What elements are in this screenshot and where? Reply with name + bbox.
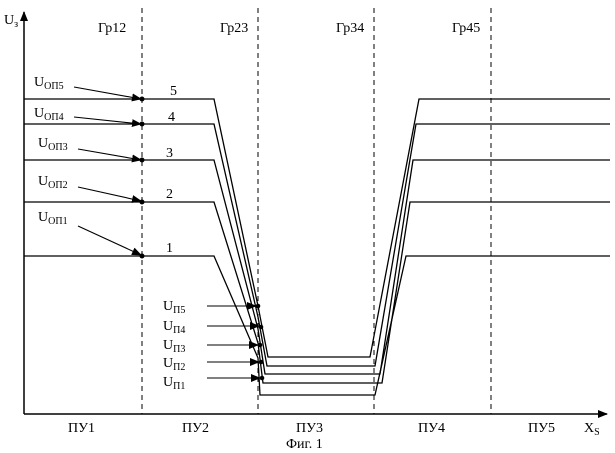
reference-label-5: UОП5 — [34, 75, 64, 92]
reference-point-4 — [140, 122, 145, 127]
curve-number-5: 5 — [170, 84, 177, 99]
zone-label-1: ПУ1 — [68, 421, 95, 436]
crossing-arrows — [207, 306, 260, 378]
crossing-label-4: UП4 — [163, 319, 185, 336]
curve-number-3: 3 — [166, 146, 173, 161]
crossing-point-4 — [259, 325, 264, 330]
boundary-lines — [142, 8, 491, 414]
curve-number-4: 4 — [168, 110, 175, 125]
boundary-label-23: Гр23 — [220, 21, 248, 36]
figure-caption: Фиг. 1 — [286, 437, 323, 452]
boundary-label-12: Гр12 — [98, 21, 126, 36]
reference-arrow-4 — [74, 117, 141, 124]
zone-label-4: ПУ4 — [418, 421, 445, 436]
crossing-label-1: UП1 — [163, 375, 185, 392]
reference-point-3 — [140, 158, 145, 163]
boundary-label-34: Гр34 — [336, 21, 364, 36]
reference-point-5 — [140, 97, 145, 102]
crossing-point-2 — [259, 360, 264, 365]
curves — [24, 99, 610, 395]
reference-arrow-1 — [78, 226, 141, 255]
boundary-label-45: Гр45 — [452, 21, 480, 36]
crossing-point-1 — [260, 376, 265, 381]
reference-point-1 — [140, 254, 145, 259]
curve-3 — [24, 160, 610, 374]
y-axis-label: Uз — [4, 13, 18, 30]
crossing-point-5 — [256, 304, 261, 309]
curve-number-2: 2 — [166, 187, 173, 202]
reference-label-4: UОП4 — [34, 106, 64, 123]
reference-label-3: UОП3 — [38, 136, 68, 153]
reference-label-1: UОП1 — [38, 210, 68, 227]
zone-label-2: ПУ2 — [182, 421, 209, 436]
curve-number-1: 1 — [166, 241, 173, 256]
reference-arrow-2 — [78, 187, 141, 201]
reference-arrow-3 — [78, 149, 141, 160]
curve-2 — [24, 202, 610, 383]
reference-arrows — [74, 87, 141, 255]
curve-5 — [24, 99, 610, 357]
crossing-label-5: UП5 — [163, 299, 185, 316]
crossing-label-3: UП3 — [163, 338, 185, 355]
zone-label-3: ПУ3 — [296, 421, 323, 436]
x-axis-label: XS — [584, 421, 600, 438]
figure: Uз XS Гр12 Гр23 Гр34 Гр45 5 4 3 2 1 UОП5… — [0, 0, 615, 453]
crossing-label-2: UП2 — [163, 356, 185, 373]
reference-arrow-5 — [74, 87, 141, 99]
crossing-point-3 — [258, 343, 263, 348]
reference-point-2 — [140, 200, 145, 205]
reference-label-2: UОП2 — [38, 174, 68, 191]
zone-label-5: ПУ5 — [528, 421, 555, 436]
